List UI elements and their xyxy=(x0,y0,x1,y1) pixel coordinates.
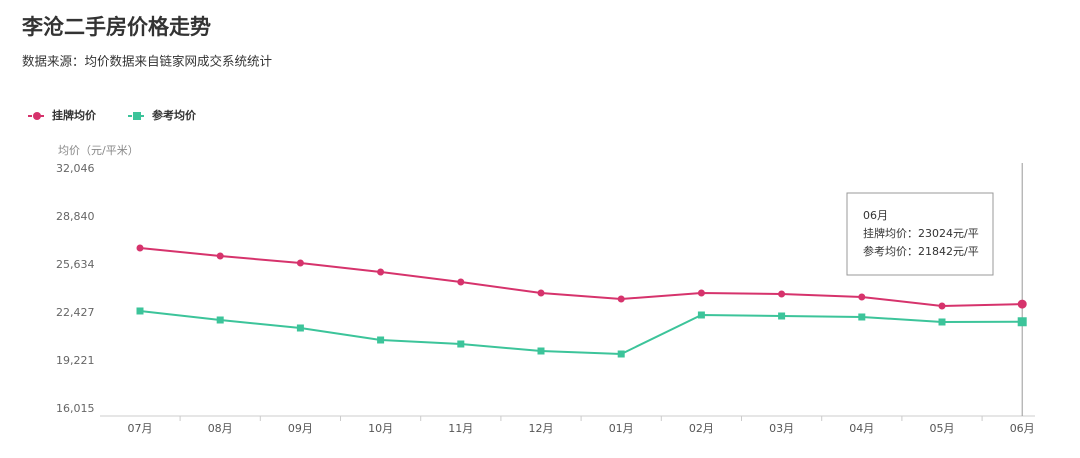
legend-marker xyxy=(133,112,141,120)
point xyxy=(296,259,304,267)
x-tick-label: 10月 xyxy=(368,422,393,435)
point xyxy=(136,244,144,252)
point xyxy=(377,268,385,276)
point xyxy=(697,289,705,297)
point xyxy=(1017,317,1027,327)
point xyxy=(537,347,545,355)
x-tick-label: 05月 xyxy=(930,422,955,435)
y-tick-label: 32,046 xyxy=(56,162,95,175)
x-tick-label: 09月 xyxy=(288,422,313,435)
x-tick-label: 11月 xyxy=(448,422,473,435)
x-tick-label: 04月 xyxy=(849,422,874,435)
point xyxy=(938,318,946,326)
point xyxy=(216,252,224,260)
x-tick-label: 08月 xyxy=(208,422,233,435)
y-tick-label: 22,427 xyxy=(56,306,95,319)
tooltip-line: 参考均价：21842元/平 xyxy=(863,244,979,258)
x-tick-label: 06月 xyxy=(1010,422,1035,435)
legend-label: 参考均价 xyxy=(152,108,197,122)
x-tick-label: 01月 xyxy=(609,422,634,435)
y-tick-label: 28,840 xyxy=(56,210,95,223)
x-tick-label: 03月 xyxy=(769,422,794,435)
y-tick-label: 25,634 xyxy=(56,258,95,271)
legend-label: 挂牌均价 xyxy=(52,108,97,122)
tooltip-title: 06月 xyxy=(863,209,888,222)
x-tick-label: 02月 xyxy=(689,422,714,435)
point xyxy=(778,312,786,320)
point xyxy=(457,340,465,348)
point xyxy=(296,324,304,332)
point xyxy=(377,336,385,344)
chart-title: 李沧二手房价格走势 xyxy=(21,15,211,39)
series-line xyxy=(139,309,1023,356)
point xyxy=(1017,299,1027,309)
point xyxy=(938,302,946,310)
point xyxy=(216,316,224,324)
point xyxy=(537,289,545,297)
point xyxy=(778,290,786,298)
point xyxy=(617,350,625,358)
x-tick-label: 12月 xyxy=(529,422,554,435)
legend-marker xyxy=(33,112,41,120)
point xyxy=(617,295,625,303)
x-tick-label: 07月 xyxy=(128,422,153,435)
point xyxy=(457,278,465,286)
point xyxy=(858,313,866,321)
y-axis-label: 均价（元/平米） xyxy=(58,144,139,157)
y-tick-label: 16,015 xyxy=(56,402,95,415)
tooltip-line: 挂牌均价：23024元/平 xyxy=(863,226,979,240)
point xyxy=(697,311,705,319)
y-tick-label: 19,221 xyxy=(56,354,95,367)
tooltip-box xyxy=(846,192,994,276)
point xyxy=(136,307,144,315)
chart-subtitle: 数据来源：均价数据来自链家网成交系统统计 xyxy=(22,54,272,69)
series-line xyxy=(139,246,1023,308)
point xyxy=(858,293,866,301)
